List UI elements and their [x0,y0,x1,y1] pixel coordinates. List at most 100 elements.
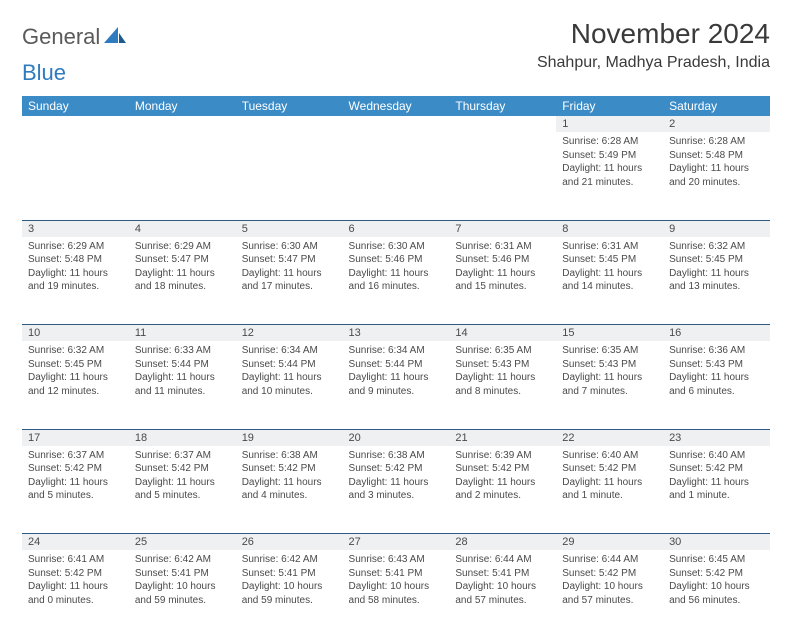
day-cell: Sunrise: 6:31 AMSunset: 5:46 PMDaylight:… [449,237,556,325]
day-line: Sunrise: 6:42 AM [242,553,337,567]
day-number [343,116,450,132]
day-number [236,116,343,132]
day-line: Sunrise: 6:35 AM [562,344,657,358]
day-cell: Sunrise: 6:44 AMSunset: 5:41 PMDaylight:… [449,550,556,638]
day-number: 23 [663,429,770,446]
day-line: Daylight: 11 hours and 19 minutes. [28,267,123,294]
day-cell: Sunrise: 6:32 AMSunset: 5:45 PMDaylight:… [663,237,770,325]
day-line: Daylight: 10 hours and 58 minutes. [349,580,444,607]
day-line: Sunrise: 6:31 AM [562,240,657,254]
day-line: Daylight: 11 hours and 5 minutes. [135,476,230,503]
day-cell [129,132,236,220]
day-line: Daylight: 11 hours and 11 minutes. [135,371,230,398]
daynum-row: 17181920212223 [22,429,770,446]
weekday-header: Tuesday [236,96,343,116]
day-line: Sunrise: 6:31 AM [455,240,550,254]
day-line: Sunset: 5:49 PM [562,149,657,163]
content-row: Sunrise: 6:29 AMSunset: 5:48 PMDaylight:… [22,237,770,325]
day-line: Sunset: 5:42 PM [562,567,657,581]
day-line: Sunrise: 6:44 AM [455,553,550,567]
day-line: Sunset: 5:46 PM [349,253,444,267]
day-line: Sunrise: 6:44 AM [562,553,657,567]
day-line: Daylight: 11 hours and 16 minutes. [349,267,444,294]
day-line: Sunset: 5:42 PM [455,462,550,476]
daynum-row: 12 [22,116,770,132]
day-cell: Sunrise: 6:45 AMSunset: 5:42 PMDaylight:… [663,550,770,638]
day-line: Sunset: 5:44 PM [242,358,337,372]
day-number: 16 [663,325,770,342]
title-block: November 2024 Shahpur, Madhya Pradesh, I… [537,18,770,72]
day-cell [449,132,556,220]
day-line: Daylight: 10 hours and 56 minutes. [669,580,764,607]
day-line: Daylight: 10 hours and 57 minutes. [562,580,657,607]
day-number: 18 [129,429,236,446]
logo: General [22,18,128,50]
day-line: Sunset: 5:42 PM [349,462,444,476]
day-line: Sunset: 5:45 PM [562,253,657,267]
day-cell: Sunrise: 6:40 AMSunset: 5:42 PMDaylight:… [556,446,663,534]
day-cell: Sunrise: 6:43 AMSunset: 5:41 PMDaylight:… [343,550,450,638]
day-line: Daylight: 11 hours and 1 minute. [669,476,764,503]
day-cell: Sunrise: 6:28 AMSunset: 5:48 PMDaylight:… [663,132,770,220]
day-cell: Sunrise: 6:44 AMSunset: 5:42 PMDaylight:… [556,550,663,638]
daynum-row: 24252627282930 [22,534,770,551]
day-line: Daylight: 11 hours and 20 minutes. [669,162,764,189]
day-line: Daylight: 11 hours and 13 minutes. [669,267,764,294]
day-cell: Sunrise: 6:39 AMSunset: 5:42 PMDaylight:… [449,446,556,534]
day-line: Sunrise: 6:37 AM [28,449,123,463]
day-number [449,116,556,132]
day-line: Sunrise: 6:32 AM [669,240,764,254]
day-number: 3 [22,220,129,237]
day-line: Daylight: 11 hours and 15 minutes. [455,267,550,294]
day-cell: Sunrise: 6:32 AMSunset: 5:45 PMDaylight:… [22,341,129,429]
day-line: Sunrise: 6:41 AM [28,553,123,567]
day-line: Sunset: 5:43 PM [669,358,764,372]
day-number: 30 [663,534,770,551]
day-cell [343,132,450,220]
day-number: 22 [556,429,663,446]
day-number: 6 [343,220,450,237]
day-line: Daylight: 11 hours and 5 minutes. [28,476,123,503]
day-line: Sunrise: 6:37 AM [135,449,230,463]
day-number: 20 [343,429,450,446]
day-line: Sunset: 5:46 PM [455,253,550,267]
day-cell: Sunrise: 6:29 AMSunset: 5:47 PMDaylight:… [129,237,236,325]
content-row: Sunrise: 6:37 AMSunset: 5:42 PMDaylight:… [22,446,770,534]
weekday-header: Sunday [22,96,129,116]
day-line: Sunrise: 6:43 AM [349,553,444,567]
day-number: 24 [22,534,129,551]
day-line: Sunrise: 6:36 AM [669,344,764,358]
day-line: Daylight: 11 hours and 21 minutes. [562,162,657,189]
day-line: Sunset: 5:42 PM [669,462,764,476]
day-line: Sunset: 5:48 PM [28,253,123,267]
day-line: Sunrise: 6:29 AM [28,240,123,254]
day-line: Daylight: 11 hours and 2 minutes. [455,476,550,503]
day-number: 2 [663,116,770,132]
day-line: Sunset: 5:47 PM [135,253,230,267]
day-number: 25 [129,534,236,551]
day-cell [236,132,343,220]
day-line: Sunset: 5:42 PM [562,462,657,476]
day-number: 5 [236,220,343,237]
day-line: Daylight: 11 hours and 3 minutes. [349,476,444,503]
day-number: 13 [343,325,450,342]
weekday-header: Thursday [449,96,556,116]
daynum-row: 3456789 [22,220,770,237]
day-line: Sunrise: 6:39 AM [455,449,550,463]
day-line: Daylight: 11 hours and 9 minutes. [349,371,444,398]
day-number: 10 [22,325,129,342]
day-line: Sunset: 5:48 PM [669,149,764,163]
day-number: 12 [236,325,343,342]
day-cell: Sunrise: 6:31 AMSunset: 5:45 PMDaylight:… [556,237,663,325]
day-line: Daylight: 11 hours and 0 minutes. [28,580,123,607]
day-line: Daylight: 11 hours and 8 minutes. [455,371,550,398]
day-cell: Sunrise: 6:40 AMSunset: 5:42 PMDaylight:… [663,446,770,534]
day-line: Sunset: 5:45 PM [28,358,123,372]
day-cell: Sunrise: 6:34 AMSunset: 5:44 PMDaylight:… [343,341,450,429]
day-line: Sunrise: 6:30 AM [349,240,444,254]
weekday-header: Saturday [663,96,770,116]
day-number: 26 [236,534,343,551]
day-line: Sunrise: 6:34 AM [242,344,337,358]
day-number: 1 [556,116,663,132]
day-line: Sunset: 5:42 PM [669,567,764,581]
